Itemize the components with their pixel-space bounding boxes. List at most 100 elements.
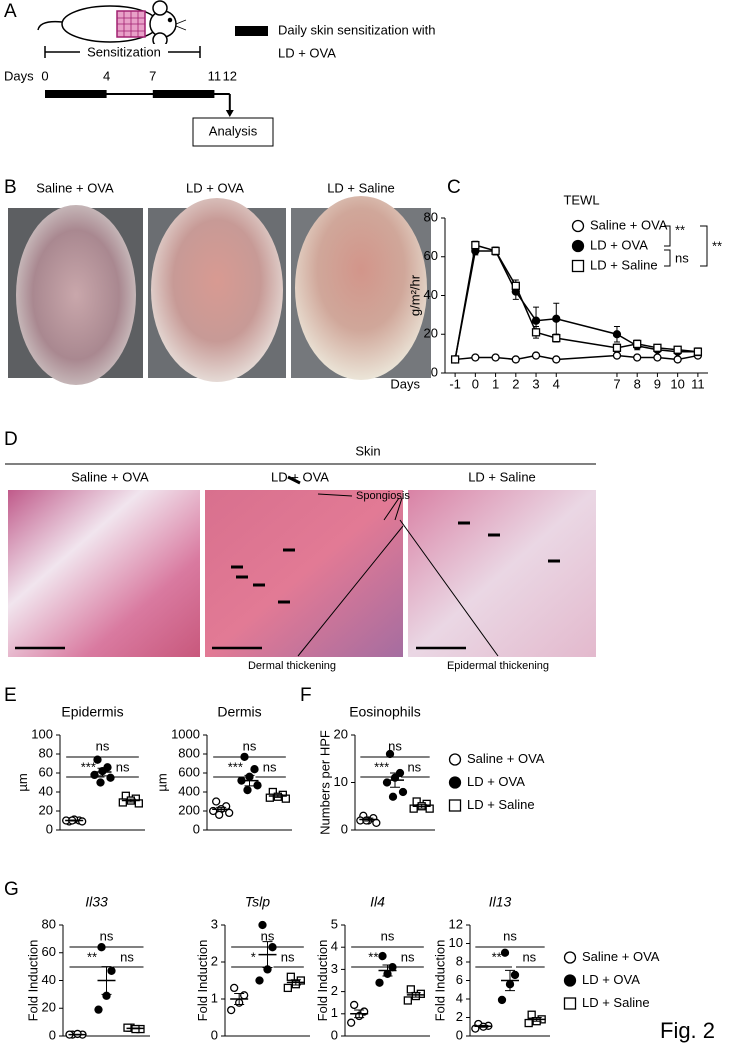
y-tick-label: 2 bbox=[456, 1009, 463, 1024]
legend-marker bbox=[563, 974, 577, 987]
sem-bar bbox=[478, 1024, 489, 1028]
y-tick-label: 20 bbox=[334, 726, 348, 741]
data-point bbox=[531, 351, 541, 360]
y-tick-label: 20 bbox=[424, 326, 438, 341]
mouse-icon bbox=[37, 0, 187, 48]
legend-marker bbox=[448, 753, 462, 766]
x-tick-label: 1 bbox=[492, 376, 499, 391]
data-point bbox=[372, 818, 381, 828]
y-tick-label: 80 bbox=[42, 916, 56, 931]
data-point bbox=[106, 773, 115, 782]
x-tick-label: 0 bbox=[472, 376, 479, 391]
y-axis-label: Fold Induction bbox=[195, 940, 210, 1022]
data-point bbox=[250, 765, 259, 774]
y-tick-label: 2 bbox=[211, 953, 218, 968]
sem-bar bbox=[290, 979, 301, 986]
sem-bar bbox=[125, 798, 136, 803]
analysis-label: Analysis bbox=[209, 123, 258, 138]
y-axis-label: µm bbox=[15, 773, 30, 791]
data-point bbox=[78, 817, 87, 826]
panel-label: F bbox=[300, 685, 312, 706]
y-axis-label: µm bbox=[154, 773, 169, 791]
data-point bbox=[406, 985, 415, 994]
section-header: Skin bbox=[355, 443, 380, 458]
data-point bbox=[227, 1005, 236, 1015]
x-tick-label: 8 bbox=[634, 376, 641, 391]
data-point bbox=[673, 355, 682, 364]
chart-title: Il33 bbox=[85, 894, 108, 910]
data-point bbox=[215, 810, 224, 819]
sem-bar bbox=[216, 806, 227, 812]
annotation: Dermal thickening bbox=[248, 660, 336, 672]
y-tick-label: 0 bbox=[211, 1027, 218, 1042]
data-point bbox=[388, 792, 398, 801]
sensitization-label: Sensitization bbox=[87, 44, 161, 59]
x-axis-label: Days bbox=[390, 376, 420, 391]
photo-title: LD + Saline bbox=[327, 180, 395, 195]
significance-label: ns bbox=[116, 759, 130, 774]
legend-label: LD + Saline bbox=[582, 995, 650, 1010]
y-tick-label: 8 bbox=[456, 953, 463, 968]
legend-marker bbox=[563, 997, 577, 1010]
y-tick-label: 40 bbox=[42, 972, 56, 987]
significance-label: ** bbox=[368, 949, 378, 964]
sem-bar bbox=[69, 819, 80, 822]
significance-label: ns bbox=[263, 759, 277, 774]
y-tick-label: 1000 bbox=[171, 726, 200, 741]
significance-label: ns bbox=[261, 928, 275, 943]
chart-title: Il13 bbox=[489, 894, 512, 910]
y-tick-label: 0 bbox=[331, 1027, 338, 1042]
y-tick-label: 1 bbox=[211, 990, 218, 1005]
data-point bbox=[286, 972, 295, 981]
sem-bar bbox=[363, 817, 374, 822]
y-tick-label: 80 bbox=[424, 209, 438, 224]
y-tick-label: 200 bbox=[178, 802, 200, 817]
histology-title: LD + Saline bbox=[468, 469, 536, 484]
significance-label: ns bbox=[281, 949, 295, 964]
data-point bbox=[552, 333, 561, 343]
data-point bbox=[653, 353, 662, 362]
data-point bbox=[283, 983, 292, 993]
significance-label: ns bbox=[675, 250, 689, 265]
sem-bar bbox=[505, 969, 515, 992]
day-label: 4 bbox=[103, 68, 110, 83]
y-tick-label: 20 bbox=[39, 802, 53, 817]
y-tick-label: 80 bbox=[39, 745, 53, 760]
y-tick-label: 40 bbox=[39, 783, 53, 798]
data-point bbox=[491, 246, 500, 256]
legend-label: LD + Saline bbox=[467, 797, 535, 812]
legend-marker bbox=[571, 219, 585, 233]
sem-bar bbox=[410, 992, 421, 998]
y-tick-label: 3 bbox=[211, 916, 218, 931]
arrow-head bbox=[225, 110, 234, 117]
annotation: Epidermal thickening bbox=[447, 660, 549, 672]
legend-label: LD + OVA bbox=[590, 237, 648, 252]
significance-label: ns bbox=[100, 928, 114, 943]
data-point bbox=[375, 978, 384, 987]
data-point bbox=[552, 355, 561, 364]
x-tick-label: 11 bbox=[691, 376, 705, 391]
data-point bbox=[612, 330, 622, 339]
data-point bbox=[96, 778, 105, 787]
legend-line: LD + OVA bbox=[278, 45, 336, 60]
data-point bbox=[510, 970, 520, 980]
significance-label: ns bbox=[401, 949, 415, 964]
histology-image bbox=[408, 490, 596, 657]
chart-title: Epidermis bbox=[61, 704, 123, 720]
y-axis-label: Numbers per HPF bbox=[317, 730, 332, 835]
data-point bbox=[107, 966, 116, 975]
data-point bbox=[281, 794, 290, 803]
significance-label: ns bbox=[96, 738, 110, 753]
data-point bbox=[511, 355, 520, 364]
sem-bar bbox=[130, 1027, 141, 1030]
significance-label: ns bbox=[381, 928, 395, 943]
panel-label: B bbox=[4, 177, 17, 198]
y-tick-label: 60 bbox=[424, 248, 438, 263]
data-point bbox=[693, 347, 703, 356]
y-tick-label: 800 bbox=[178, 745, 200, 760]
panel-label: A bbox=[4, 1, 17, 22]
annotation-lines bbox=[297, 493, 499, 657]
data-point bbox=[212, 797, 221, 806]
data-point bbox=[552, 314, 561, 323]
legend-label: Saline + OVA bbox=[467, 751, 545, 766]
